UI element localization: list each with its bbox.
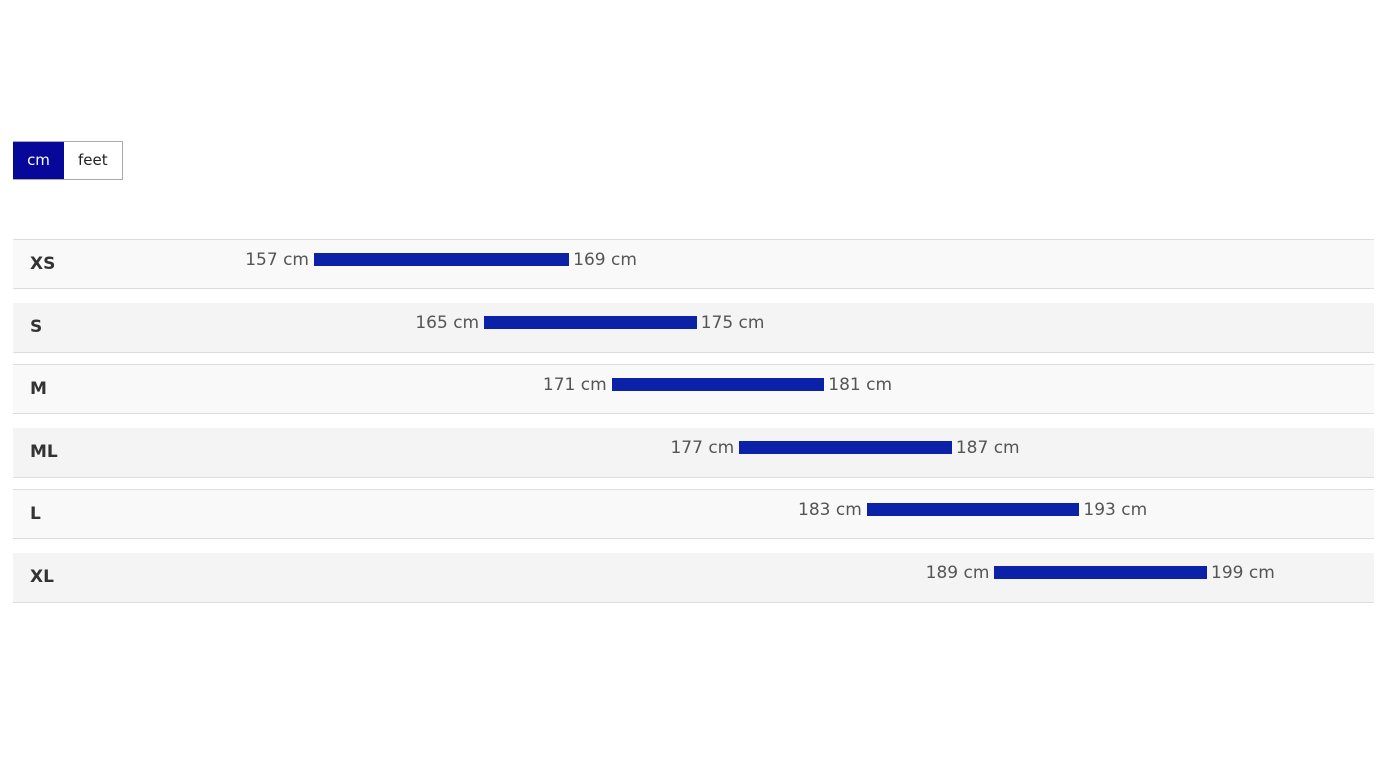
max-label: 187 cm (955, 437, 1020, 458)
min-label: 157 cm (245, 250, 309, 270)
height-range-bar (866, 503, 1080, 516)
unit-option[interactable]: feet (64, 142, 122, 179)
min-label: 165 cm (415, 312, 480, 333)
size-label: XL (30, 566, 54, 587)
min-label: 189 cm (925, 562, 990, 583)
height-range-bar (611, 378, 825, 391)
height-range-bar (994, 565, 1207, 579)
size-label: M (30, 379, 47, 399)
max-label: 175 cm (700, 312, 765, 333)
size-label: XS (30, 254, 56, 274)
height-range-bar (314, 253, 570, 266)
max-label: 169 cm (573, 250, 637, 270)
min-label: 171 cm (542, 375, 607, 395)
size-row: S 165 cm 175 cm (13, 302, 1374, 353)
size-row: ML 177 cm 187 cm (13, 427, 1374, 478)
size-row: M 171 cm 181 cm (13, 364, 1374, 414)
unit-toggle: cm feet (13, 141, 123, 180)
max-label: 181 cm (828, 375, 893, 395)
size-row: L 183 cm 193 cm (13, 489, 1374, 539)
min-label: 183 cm (798, 500, 862, 520)
size-row: XL 189 cm 199 cm (13, 552, 1374, 603)
unit-option[interactable]: cm (13, 142, 64, 179)
max-label: 199 cm (1211, 562, 1275, 583)
min-label: 177 cm (670, 437, 735, 458)
height-range-bar (739, 440, 952, 454)
size-label: L (30, 504, 41, 524)
height-range-bar (484, 315, 697, 329)
size-label: S (30, 316, 43, 337)
size-label: ML (30, 441, 58, 462)
max-label: 193 cm (1083, 500, 1148, 520)
size-row: XS 157 cm 169 cm (13, 239, 1374, 289)
